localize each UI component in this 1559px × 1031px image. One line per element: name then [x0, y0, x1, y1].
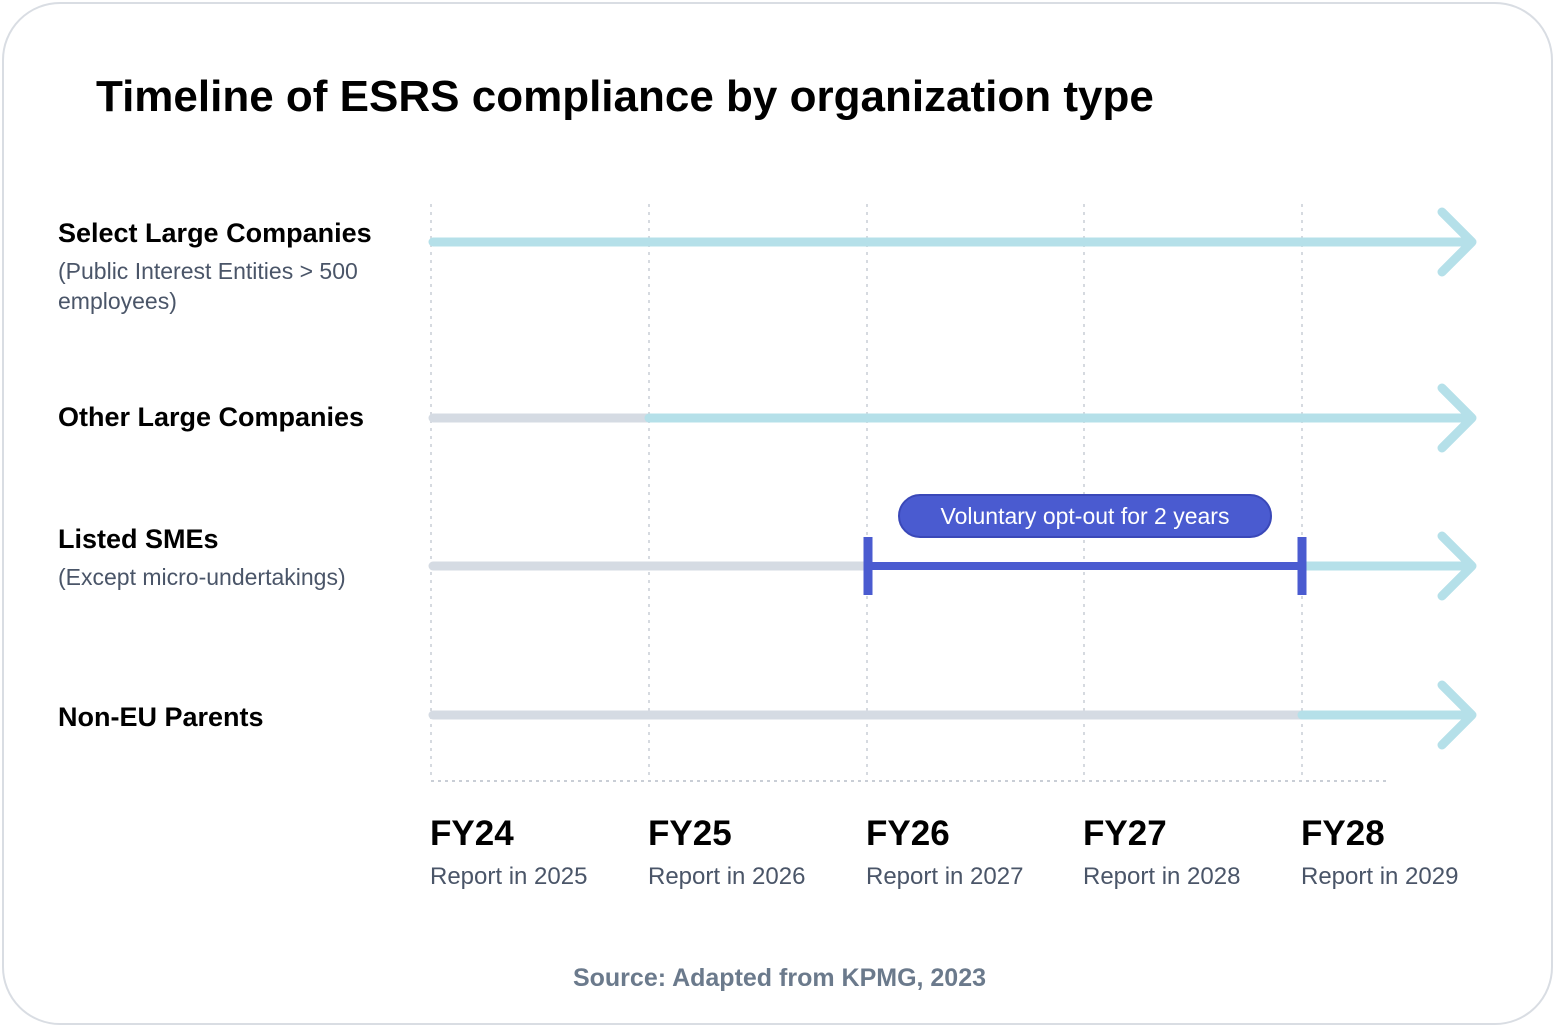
- track-listed-smes: [428, 531, 1477, 601]
- tick-fy25: FY25 Report in 2026: [648, 812, 805, 892]
- row-name: Non-EU Parents: [58, 702, 264, 732]
- tick-fy24: FY24 Report in 2025: [430, 812, 587, 892]
- gridlines: [430, 204, 1388, 782]
- tick-fiscal-year: FY24: [430, 814, 514, 853]
- track-select-large: [428, 207, 1477, 277]
- row-name: Listed SMEs: [58, 524, 219, 554]
- tick-report-year: Report in 2027: [866, 863, 1024, 890]
- tick-fy27: FY27 Report in 2028: [1083, 812, 1240, 892]
- row-label-other-large: Other Large Companies: [58, 400, 418, 434]
- tick-report-year: Report in 2028: [1083, 863, 1241, 890]
- tick-fiscal-year: FY25: [648, 814, 732, 853]
- row-subtitle: (Public Interest Entities > 500 employee…: [58, 258, 358, 314]
- optout-label-pill: Voluntary opt-out for 2 years: [898, 494, 1272, 538]
- row-label-select-large: Select Large Companies (Public Interest …: [58, 216, 418, 316]
- tick-fy28: FY28 Report in 2029: [1301, 812, 1458, 892]
- arrow-head: [1437, 207, 1477, 277]
- source-caption: Source: Adapted from KPMG, 2023: [572, 964, 987, 992]
- row-subtitle: (Except micro-undertakings): [58, 564, 346, 590]
- tick-fiscal-year: FY28: [1301, 814, 1385, 853]
- track-non-eu-parents: [428, 680, 1477, 750]
- tick-report-year: Report in 2026: [648, 863, 806, 890]
- tick-fiscal-year: FY27: [1083, 814, 1167, 853]
- arrow-head: [1437, 680, 1477, 750]
- chart-title: Timeline of ESRS compliance by organizat…: [96, 72, 1154, 121]
- tick-report-year: Report in 2029: [1301, 863, 1459, 890]
- row-name: Select Large Companies: [58, 218, 372, 248]
- tick-fiscal-year: FY26: [866, 814, 950, 853]
- row-name: Other Large Companies: [58, 402, 365, 432]
- tick-fy26: FY26 Report in 2027: [866, 812, 1023, 892]
- arrow-head: [1437, 383, 1477, 453]
- row-label-listed-smes: Listed SMEs (Except micro-undertakings): [58, 522, 418, 592]
- tick-report-year: Report in 2025: [430, 863, 588, 890]
- row-label-non-eu-parents: Non-EU Parents: [58, 700, 418, 734]
- track-other-large: [428, 383, 1477, 453]
- arrow-head: [1437, 531, 1477, 601]
